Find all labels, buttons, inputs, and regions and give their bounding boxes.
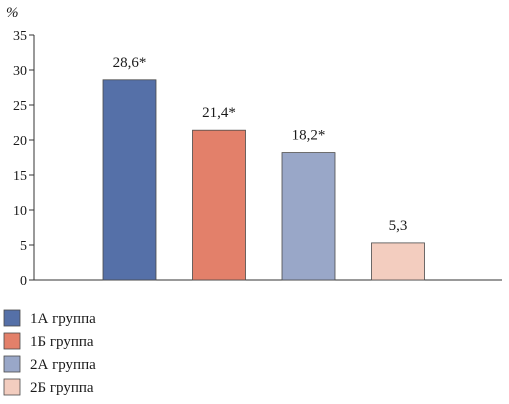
value-labels: 28,6* 21,4* 18,2* 5,3 [113,55,408,234]
y-tick-label: 5 [20,239,27,254]
legend-swatch [3,309,21,327]
legend-swatch [3,332,21,350]
legend-label: 1Б группа [30,334,94,350]
bar-value-label: 21,4* [202,105,236,121]
bar [192,129,246,281]
y-unit-label: % [6,5,19,21]
legend-label: 2А группа [30,357,96,373]
legend: 1А группа 1Б группа 2А группа 2Б группа [3,309,96,396]
y-tick-label: 15 [13,169,27,184]
bar-value-label: 28,6* [113,55,147,71]
bar-value-label: 5,3 [389,218,408,234]
legend-label: 1А группа [30,311,96,327]
legend-label: 2Б группа [30,380,94,396]
y-tick-label: 25 [13,99,27,114]
bar [281,152,336,281]
bars [102,79,425,281]
bar-value-label: 18,2* [292,128,326,144]
bar [102,79,157,281]
legend-swatch [3,355,21,373]
y-tick-label: 35 [13,29,27,44]
y-tick-label: 10 [13,204,27,219]
y-tick-label: 30 [13,64,27,79]
legend-swatch [3,378,21,396]
y-tick-label: 20 [13,134,27,149]
bar [371,242,425,281]
y-axis: 0 5 10 15 20 25 30 35 [13,29,502,289]
y-tick-label: 0 [20,274,27,289]
